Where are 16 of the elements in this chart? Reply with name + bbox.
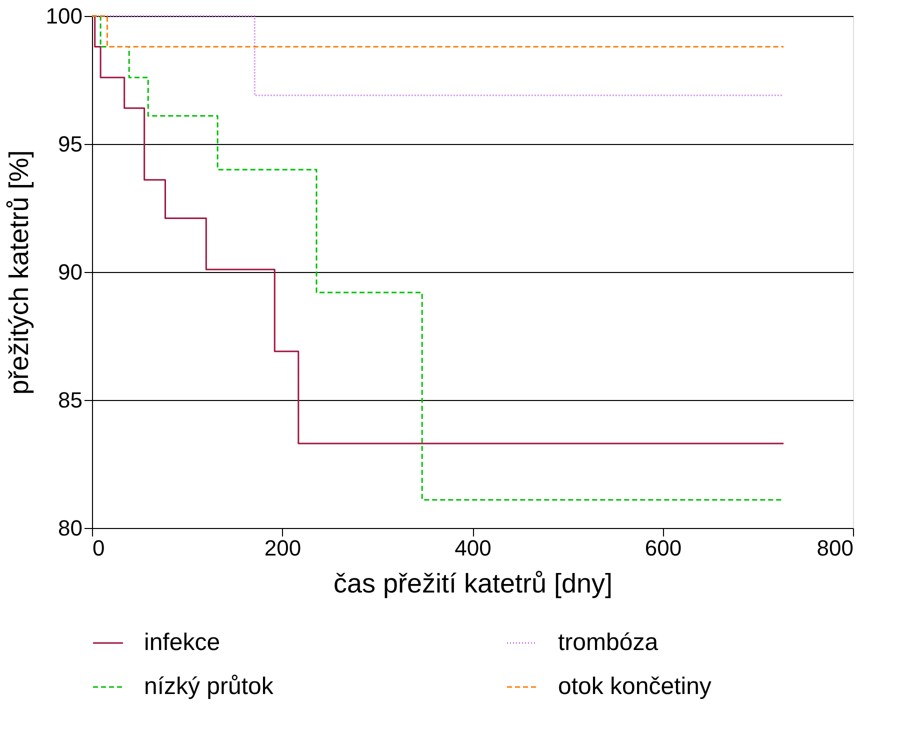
legend-label: nízký průtok [144, 673, 274, 700]
x-tick-label: 400 [454, 536, 492, 560]
y-tick-label: 80 [58, 516, 82, 540]
legend-label: otok končetiny [558, 673, 712, 700]
y-axis-title: přežitých katetrů [%] [4, 150, 34, 395]
y-tick-label: 100 [46, 4, 82, 28]
x-tick-label: 0 [92, 536, 105, 560]
x-tick-label: 600 [644, 536, 682, 560]
x-axis-title: čas přežití katetrů [dny] [333, 568, 613, 598]
y-tick-label: 90 [58, 260, 82, 284]
x-tick-label: 800 [816, 536, 854, 560]
legend-label: infekce [144, 629, 220, 656]
legend-label: trombóza [558, 629, 659, 656]
y-tick-label: 85 [58, 388, 82, 412]
y-tick-label: 95 [58, 132, 82, 156]
x-tick-label: 200 [264, 536, 302, 560]
